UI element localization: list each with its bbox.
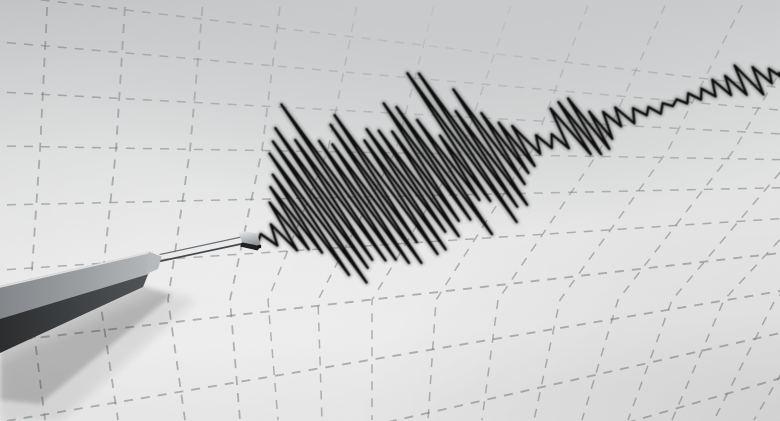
needle-nib-top — [238, 230, 261, 246]
needle-rod-top-edge — [152, 235, 247, 257]
trace-ink-line — [256, 64, 780, 284]
needle-rod-underside — [153, 241, 249, 264]
needle-tip-dot — [257, 244, 262, 249]
needle-nib-front — [240, 242, 261, 251]
needle-rod — [151, 237, 249, 262]
arm-top-face — [0, 251, 153, 319]
arm-side-face — [0, 272, 149, 353]
stylus-arm — [0, 230, 262, 421]
stylus-shadow — [0, 286, 172, 404]
arm-top-highlight — [0, 251, 153, 288]
arm-tip-face — [146, 251, 162, 274]
seismogram-trace — [255, 63, 780, 285]
arm-tip-edge — [149, 250, 163, 257]
